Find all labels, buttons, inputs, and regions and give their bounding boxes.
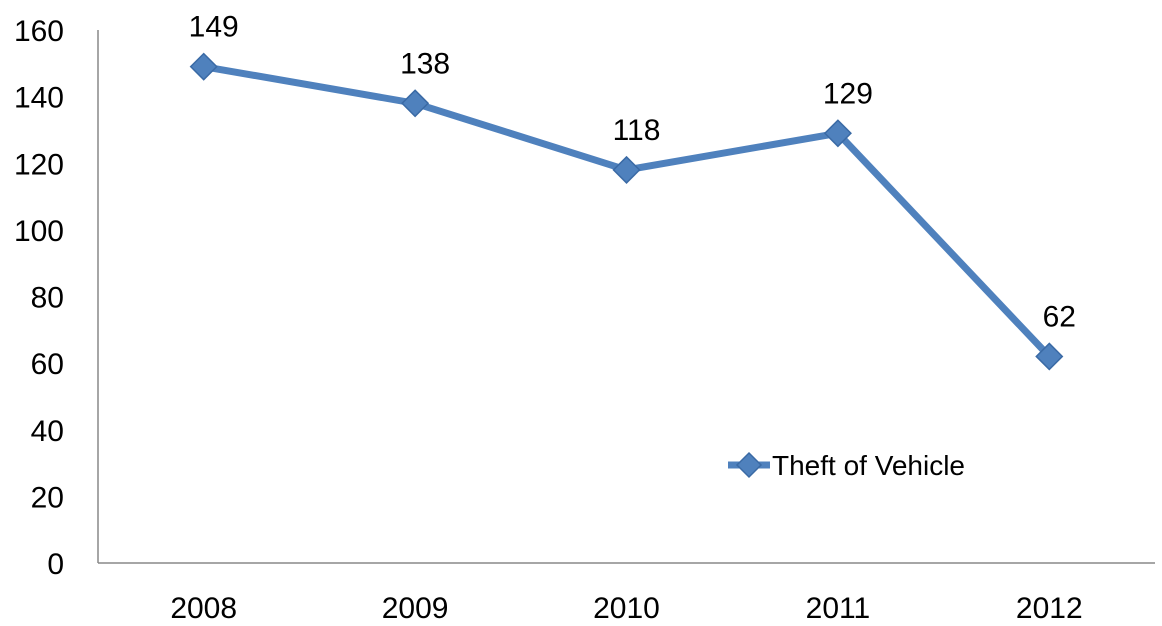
data-label: 138 xyxy=(400,47,450,80)
legend-marker-swatch xyxy=(735,451,763,479)
series-layer xyxy=(189,52,1064,371)
y-tick-label: 20 xyxy=(31,481,64,514)
x-axis-ticks: 2008 2009 2010 2011 2012 xyxy=(170,592,1082,625)
data-point-marker xyxy=(401,89,430,118)
y-tick-label: 60 xyxy=(31,348,64,381)
data-labels: 149 138 118 129 62 xyxy=(189,11,1076,334)
y-axis-ticks: 0 20 40 60 80 100 120 140 160 xyxy=(14,15,64,581)
legend: Theft of Vehicle xyxy=(728,450,965,481)
x-tick-label: 2008 xyxy=(170,592,237,625)
data-point-marker xyxy=(823,119,852,148)
y-tick-label: 140 xyxy=(14,82,64,115)
y-tick-label: 0 xyxy=(47,548,64,581)
y-tick-label: 100 xyxy=(14,215,64,248)
axes xyxy=(97,30,1155,564)
data-point-marker xyxy=(189,52,218,81)
x-tick-label: 2012 xyxy=(1016,592,1083,625)
y-tick-label: 40 xyxy=(31,415,64,448)
y-tick-label: 80 xyxy=(31,282,64,315)
legend-label: Theft of Vehicle xyxy=(772,450,965,481)
data-label: 149 xyxy=(189,11,239,44)
x-tick-label: 2010 xyxy=(593,592,660,625)
data-label: 62 xyxy=(1043,300,1076,333)
series-line xyxy=(200,63,1053,360)
data-point-marker xyxy=(612,155,641,184)
data-point-marker xyxy=(1035,342,1064,371)
x-tick-label: 2009 xyxy=(382,592,449,625)
data-label: 129 xyxy=(823,77,873,110)
y-tick-label: 120 xyxy=(14,148,64,181)
x-tick-label: 2011 xyxy=(806,592,871,625)
y-tick-label: 160 xyxy=(14,15,64,48)
data-label: 118 xyxy=(613,114,661,147)
